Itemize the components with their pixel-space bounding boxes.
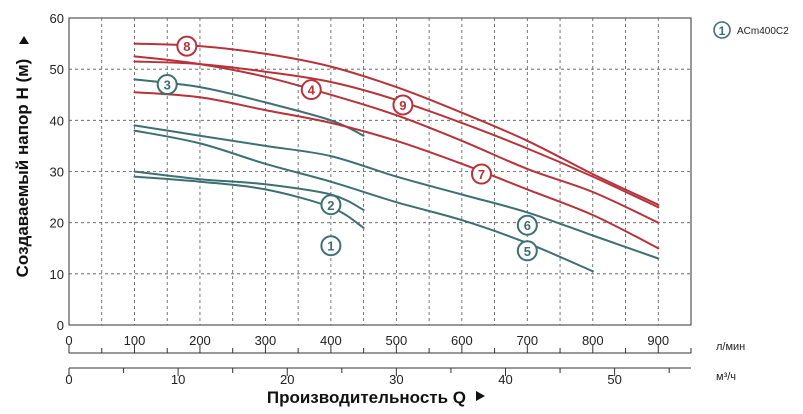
x-tick-label-primary: 300 — [255, 333, 277, 348]
x-tick-label-primary: 800 — [582, 333, 604, 348]
curve-1-marker — [320, 235, 342, 257]
curve-4-marker — [300, 79, 322, 101]
y-tick-label: 0 — [57, 318, 64, 333]
x-tick-label-primary: 600 — [451, 333, 473, 348]
y-axis-arrow-icon — [19, 36, 29, 44]
x-axis-arrow-icon — [476, 391, 485, 401]
x-tick-label-secondary: 50 — [607, 372, 621, 387]
curve-3-label: 3 — [164, 78, 171, 93]
curve-8-label: 8 — [183, 39, 190, 54]
x-tick-label-secondary: 40 — [498, 372, 512, 387]
y-tick-label: 10 — [50, 267, 64, 282]
x-tick-label-secondary: 30 — [389, 372, 403, 387]
curve-8 — [133, 42, 660, 206]
x-tick-label-secondary: 10 — [171, 372, 185, 387]
x-axis-title: Производительность Q — [267, 388, 466, 407]
x-tick-label-primary: 700 — [516, 333, 538, 348]
x-tick-label-primary: 0 — [65, 333, 72, 348]
curve-9-label: 9 — [399, 98, 406, 113]
curve-6-marker — [516, 214, 538, 236]
x-tick-label-primary: 400 — [320, 333, 342, 348]
x-tick-label-secondary: 0 — [65, 372, 72, 387]
y-tick-label: 50 — [50, 62, 64, 77]
curve-9-marker — [392, 94, 414, 116]
curve-5-marker — [516, 240, 538, 262]
curve-3-marker — [156, 74, 178, 96]
y-tick-label: 40 — [50, 113, 64, 128]
x-tick-label-primary: 100 — [124, 333, 146, 348]
curve-1 — [133, 175, 365, 229]
curve-2-label: 2 — [327, 198, 334, 213]
curve-4 — [133, 55, 660, 224]
y-axis-title: Создаваемый напор H (м) — [13, 59, 32, 278]
curve-4-label: 4 — [308, 83, 316, 98]
curve-7-marker — [470, 163, 492, 185]
legend-marker-number: 1 — [719, 24, 726, 38]
curve-5-label: 5 — [524, 244, 531, 259]
x-unit-secondary: м³/ч — [716, 371, 736, 383]
y-tick-label: 20 — [50, 216, 64, 231]
legend-label: ACm400C2 — [737, 26, 789, 37]
x-tick-label-primary: 500 — [386, 333, 408, 348]
x-unit-primary: л/мин — [716, 341, 745, 353]
x-tick-label-primary: 900 — [647, 333, 669, 348]
curve-2 — [133, 170, 365, 211]
legend: 1 ACm400C2 — [713, 21, 789, 39]
x-tick-label-secondary: 20 — [280, 372, 294, 387]
curve-number-markers: 1 2 3 5 6 4 7 8 9 — [156, 35, 538, 262]
curve-6-label: 6 — [524, 218, 531, 233]
curve-2-marker — [320, 194, 342, 216]
legend-marker — [713, 21, 731, 39]
curve-8-marker — [176, 35, 198, 57]
curve-1-label: 1 — [327, 239, 334, 254]
curve-7 — [133, 91, 660, 250]
curve-6 — [133, 124, 660, 260]
curve-7-label: 7 — [478, 167, 485, 182]
y-tick-label: 30 — [50, 165, 64, 180]
curve-5 — [133, 129, 594, 273]
x-tick-label-primary: 200 — [189, 333, 211, 348]
y-tick-label: 60 — [50, 11, 64, 26]
